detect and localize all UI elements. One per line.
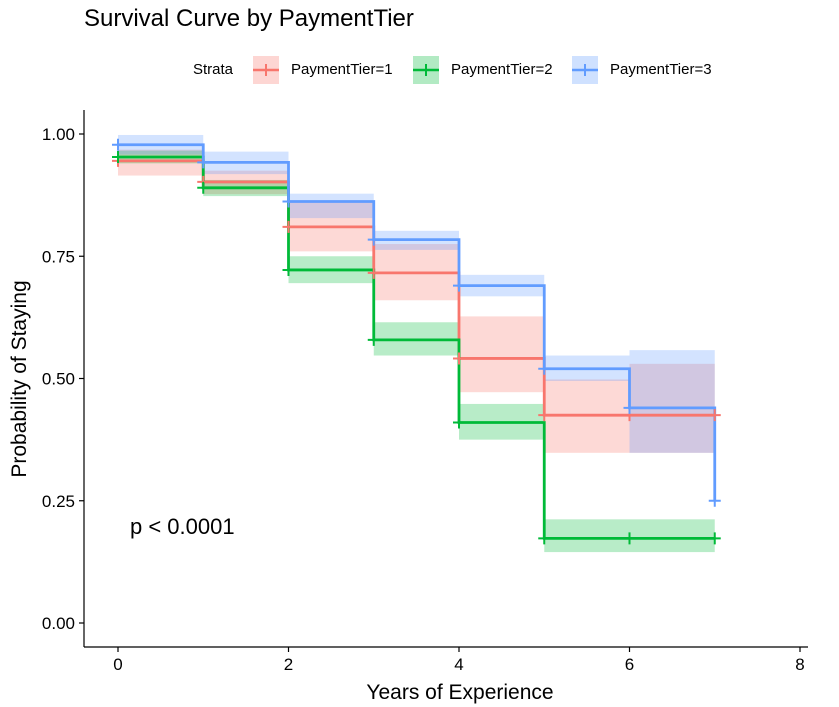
y-tick-label: 0.50 <box>42 370 75 389</box>
censor-mark-series3-5 <box>453 279 465 292</box>
censor-mark-series3-8 <box>708 494 721 507</box>
band-series2-step7 <box>629 519 715 553</box>
band-series1-step5 <box>459 316 545 393</box>
y-tick-label: 0.00 <box>42 614 75 633</box>
censor-mark-series2-4 <box>367 333 380 346</box>
censor-mark-series1-4 <box>367 266 380 279</box>
censor-mark-series1-5 <box>453 352 465 365</box>
x-tick-label: 0 <box>113 655 122 674</box>
y-tick-label: 0.25 <box>42 492 75 511</box>
band-series3-step7 <box>629 350 715 453</box>
legend-title: Strata <box>193 61 234 78</box>
confidence-bands <box>118 134 715 553</box>
censor-mark-series2-8 <box>708 532 721 545</box>
x-tick-label: 6 <box>625 655 634 674</box>
censor-mark-series3-2 <box>197 156 210 169</box>
censor-mark-series2-3 <box>282 263 295 276</box>
censor-marks <box>112 138 721 545</box>
band-series2-step6 <box>544 519 630 553</box>
band-series1-step1 <box>118 149 204 176</box>
legend-label-1: PaymentTier=1 <box>291 61 393 78</box>
legend: Strata PaymentTier=1 PaymentTier=2 Payment… <box>193 56 712 84</box>
legend-label-3: PaymentTier=3 <box>610 61 712 78</box>
p-value-annotation: p < 0.0001 <box>130 514 235 539</box>
censor-mark-series2-6 <box>538 532 551 545</box>
censor-mark-series3-3 <box>282 195 295 208</box>
x-tick-label: 8 <box>795 655 804 674</box>
y-axis-title: Probability of Staying <box>8 280 31 477</box>
chart-title: Survival Curve by PaymentTier <box>84 5 414 32</box>
y-tick-label: 0.75 <box>42 247 75 266</box>
censor-mark-series1-3 <box>282 220 295 233</box>
censor-mark-series3-4 <box>367 233 380 246</box>
axes: 0.00 0.25 0.50 0.75 1.00 0 2 4 6 8 <box>42 110 808 674</box>
y-tick-label: 1.00 <box>42 125 75 144</box>
x-axis-title: Years of Experience <box>366 681 553 704</box>
censor-mark-series3-1 <box>112 138 124 151</box>
censor-mark-series2-1 <box>112 150 124 163</box>
x-tick-label: 2 <box>284 655 293 674</box>
band-series3-step3 <box>288 193 374 219</box>
censor-mark-series3-7 <box>623 401 636 414</box>
censor-mark-series1-8 <box>708 409 721 422</box>
censor-mark-series2-2 <box>197 181 210 194</box>
censor-mark-series2-5 <box>453 416 465 429</box>
curve-series3 <box>118 143 717 501</box>
censor-mark-series2-7 <box>623 532 636 545</box>
censor-mark-series3-6 <box>538 362 551 375</box>
censor-mark-series1-6 <box>538 409 551 422</box>
legend-label-2: PaymentTier=2 <box>451 61 553 78</box>
x-tick-label: 4 <box>454 655 463 674</box>
